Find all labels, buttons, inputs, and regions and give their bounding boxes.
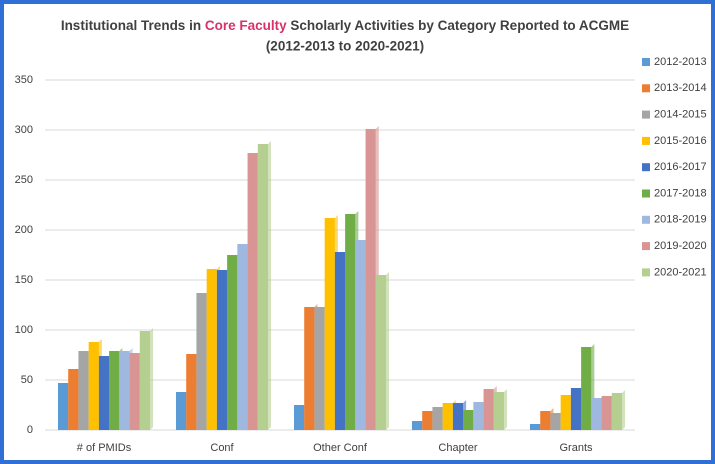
bar	[375, 275, 387, 430]
bar	[581, 347, 592, 430]
bar	[257, 144, 269, 430]
legend-label: 2017-2018	[654, 187, 707, 199]
x-tick-label: # of PMIDs	[77, 442, 132, 454]
bar	[206, 269, 217, 430]
bar	[560, 395, 571, 430]
y-tick-label: 350	[15, 74, 33, 86]
chart-subtitle: (2012-2013 to 2020-2021)	[266, 39, 424, 54]
bar	[570, 388, 582, 430]
y-tick-label: 0	[27, 424, 33, 436]
x-tick-label: Other Conf	[313, 442, 368, 454]
legend-swatch	[642, 84, 650, 93]
bar	[601, 396, 612, 430]
legend-label: 2016-2017	[654, 161, 707, 173]
title-part: Core Faculty	[205, 18, 287, 33]
bar	[529, 424, 541, 430]
bar	[129, 353, 140, 430]
title-part: Scholarly Activities by Category Reporte…	[287, 18, 630, 33]
bar	[57, 383, 69, 430]
bar	[611, 393, 623, 430]
legend-label: 2020-2021	[654, 266, 707, 278]
title-part: Institutional Trends in	[61, 18, 205, 33]
bar	[175, 392, 187, 430]
bar	[334, 252, 346, 430]
bar	[109, 351, 120, 430]
legend-label: 2014-2015	[654, 109, 707, 121]
bar-side	[386, 272, 390, 430]
legend-swatch	[642, 163, 650, 172]
y-tick-label: 150	[15, 274, 33, 286]
legend-swatch	[642, 215, 650, 224]
legend-label: 2018-2019	[654, 214, 707, 226]
x-tick-label: Chapter	[438, 442, 477, 454]
x-tick-label: Grants	[559, 442, 593, 454]
bar	[483, 389, 494, 430]
y-tick-label: 200	[15, 224, 33, 236]
bar	[365, 129, 376, 430]
bar	[442, 403, 453, 430]
bar	[98, 356, 110, 430]
y-tick-label: 250	[15, 174, 33, 186]
bar	[452, 403, 464, 430]
bar	[216, 270, 228, 430]
legend-swatch	[642, 189, 650, 198]
bar	[324, 218, 335, 430]
bar	[196, 293, 207, 430]
bar	[293, 405, 305, 430]
y-tick-label: 50	[21, 374, 33, 386]
x-tick-label: Conf	[210, 442, 234, 454]
bar	[473, 402, 484, 430]
legend-label: 2019-2020	[654, 240, 707, 252]
bar	[463, 410, 474, 430]
y-tick-label: 300	[15, 124, 33, 136]
bar	[422, 411, 433, 430]
legend-label: 2012-2013	[654, 56, 707, 68]
bar	[550, 413, 561, 430]
legend-swatch	[642, 110, 650, 119]
bar	[247, 153, 258, 430]
bar	[314, 307, 325, 430]
bar	[304, 307, 315, 430]
bar	[227, 255, 238, 430]
bar	[186, 354, 197, 430]
legend-swatch	[642, 242, 650, 251]
bar	[411, 421, 423, 430]
bar	[355, 240, 366, 430]
bar	[139, 331, 151, 430]
bar-side	[622, 390, 626, 430]
bar	[68, 369, 79, 430]
bar	[78, 351, 89, 430]
legend-swatch	[642, 58, 650, 66]
bar-side	[504, 389, 508, 430]
legend-swatch	[642, 268, 650, 277]
bar	[493, 392, 505, 430]
bar	[591, 398, 602, 430]
bar	[432, 407, 443, 430]
legend-label: 2013-2014	[654, 82, 707, 94]
bar	[540, 411, 551, 430]
bar	[237, 244, 248, 430]
y-tick-label: 100	[15, 324, 33, 336]
bar	[88, 342, 99, 430]
legend-label: 2015-2016	[654, 135, 707, 147]
bar-side	[268, 141, 272, 430]
bar-side	[150, 328, 154, 430]
bar	[119, 351, 130, 430]
legend-swatch	[642, 136, 650, 145]
bar	[345, 214, 356, 430]
chart-title: Institutional Trends in Core Faculty Sch…	[61, 18, 629, 33]
